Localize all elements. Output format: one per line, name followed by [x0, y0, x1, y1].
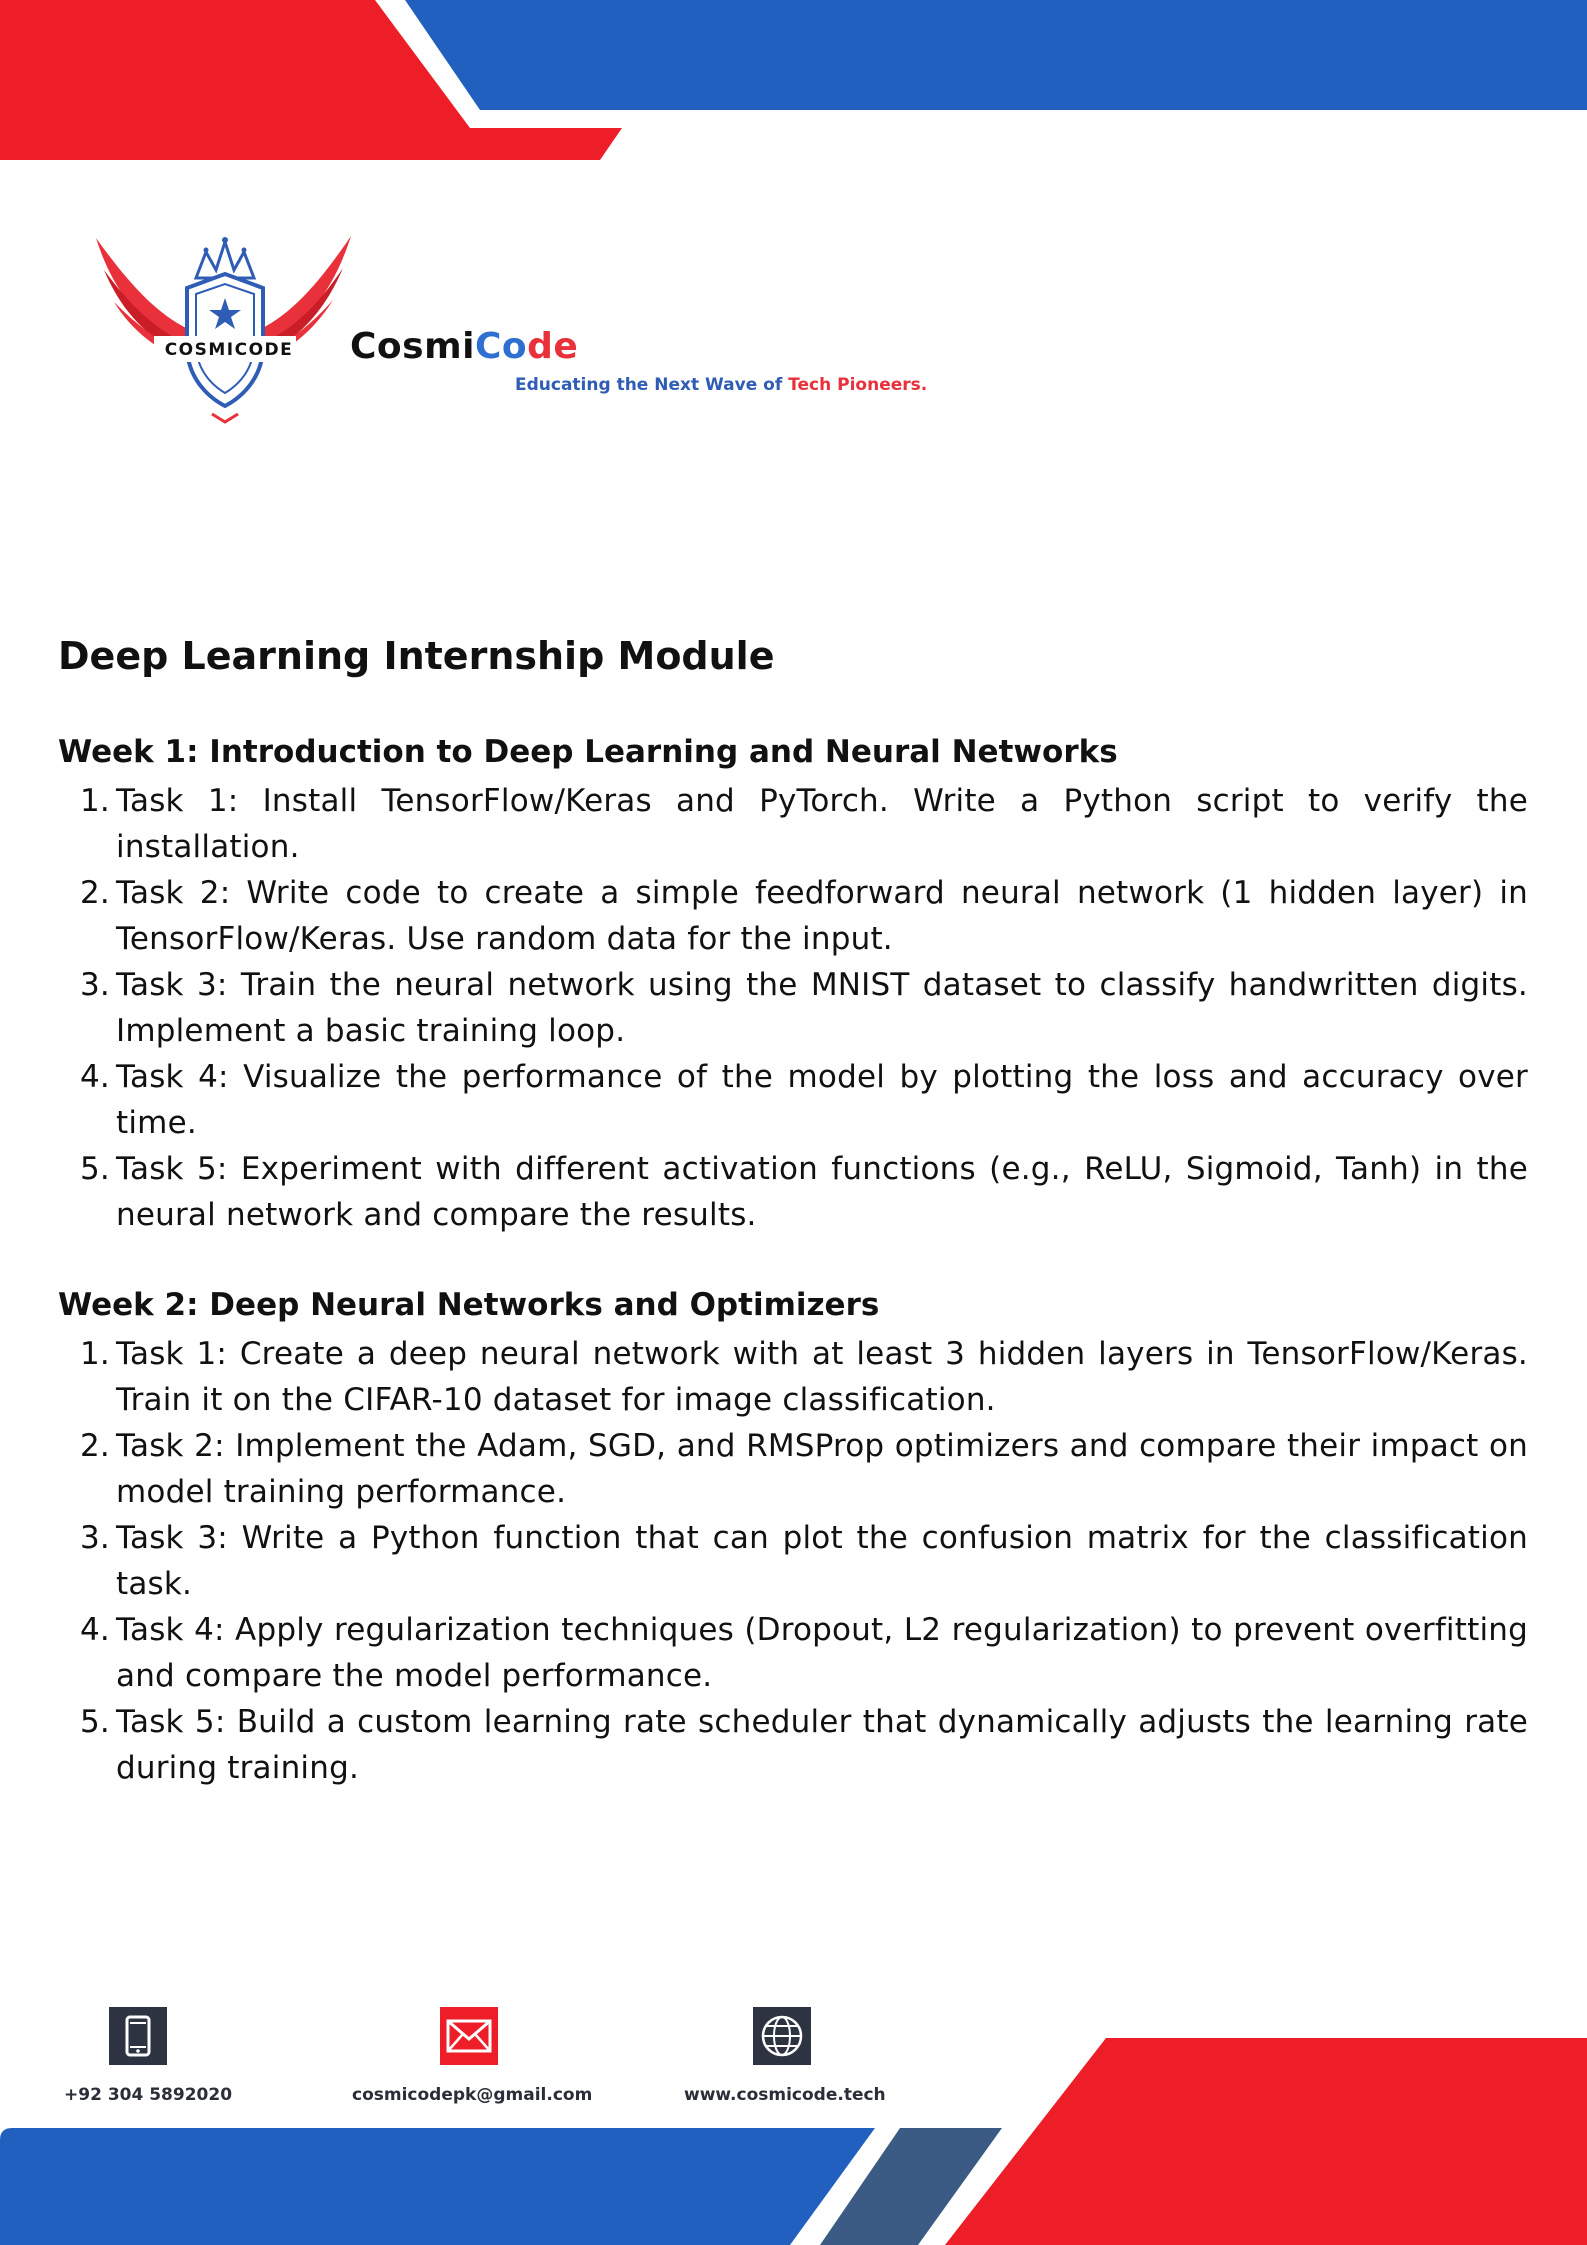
phone-number[interactable]: +92 304 5892020: [64, 2085, 233, 2105]
task-text: Task 1: Install TensorFlow/Keras and PyT…: [116, 783, 1528, 865]
week-2-task-1: 1. Task 1: Create a deep neural network w…: [58, 1331, 1528, 1423]
brand-name-part1: Cosmi: [350, 326, 475, 367]
task-text: Task 2: Write code to create a simple fe…: [116, 875, 1528, 957]
task-number: 5.: [80, 1151, 110, 1187]
globe-icon: [753, 2007, 811, 2065]
brand-name-part3: de: [527, 326, 579, 367]
week-1-title: Week 1: Introduction to Deep Learning an…: [58, 734, 1118, 770]
week-1-task-4: 4. Task 4: Visualize the performance of t…: [58, 1054, 1528, 1146]
bottom-red-band: [945, 2038, 1587, 2245]
task-text: Task 4: Apply regularization techniques …: [116, 1612, 1528, 1694]
week-1-task-3: 3. Task 3: Train the neural network using…: [58, 962, 1528, 1054]
week-2-task-list: 1. Task 1: Create a deep neural network w…: [58, 1331, 1528, 1791]
week-2-task-5: 5. Task 5: Build a custom learning rate s…: [58, 1699, 1528, 1791]
task-text: Task 4: Visualize the performance of the…: [116, 1059, 1528, 1141]
website-link[interactable]: www.cosmicode.tech: [684, 2085, 886, 2105]
task-number: 2.: [80, 1428, 110, 1464]
week-1-task-1: 1. Task 1: Install TensorFlow/Keras and P…: [58, 778, 1528, 870]
task-text: Task 1: Create a deep neural network wit…: [116, 1336, 1528, 1418]
top-blue-band: [405, 0, 1587, 110]
week-1-task-2: 2. Task 2: Write code to create a simple …: [58, 870, 1528, 962]
email-address[interactable]: cosmicodepk@gmail.com: [352, 2085, 593, 2105]
task-text: Task 3: Write a Python function that can…: [116, 1520, 1528, 1602]
bottom-slate-stripe: [820, 2128, 1002, 2245]
task-text: Task 5: Build a custom learning rate sch…: [116, 1704, 1528, 1786]
task-text: Task 2: Implement the Adam, SGD, and RMS…: [116, 1428, 1528, 1510]
week-2-task-3: 3. Task 3: Write a Python function that c…: [58, 1515, 1528, 1607]
task-number: 1.: [80, 783, 110, 819]
task-number: 2.: [80, 875, 110, 911]
tagline-part1: Educating the Next Wave of: [515, 375, 789, 395]
phone-icon: [109, 2007, 167, 2065]
week-1-task-5: 5. Task 5: Experiment with different acti…: [58, 1146, 1528, 1238]
task-number: 4.: [80, 1059, 110, 1095]
task-number: 5.: [80, 1704, 110, 1740]
brand-tagline: Educating the Next Wave of Tech Pioneers…: [515, 375, 927, 395]
mail-icon: [440, 2007, 498, 2065]
week-1-task-list: 1. Task 1: Install TensorFlow/Keras and P…: [58, 778, 1528, 1238]
cosmicode-logo: COSMICODE: [92, 228, 368, 428]
week-2-task-4: 4. Task 4: Apply regularization technique…: [58, 1607, 1528, 1699]
brand-name-part2: Co: [474, 326, 528, 367]
task-number: 4.: [80, 1612, 110, 1648]
week-2-title: Week 2: Deep Neural Networks and Optimiz…: [58, 1287, 880, 1323]
tagline-part2: Tech Pioneers.: [788, 375, 928, 395]
brand-name: CosmiCode: [350, 326, 578, 367]
task-number: 1.: [80, 1336, 110, 1372]
top-red-band: [0, 0, 622, 160]
task-number: 3.: [80, 1520, 110, 1556]
task-text: Task 3: Train the neural network using t…: [116, 967, 1528, 1049]
task-number: 3.: [80, 967, 110, 1003]
logo-text: COSMICODE: [164, 340, 294, 360]
document-title: Deep Learning Internship Module: [58, 634, 775, 678]
task-text: Task 5: Experiment with different activa…: [116, 1151, 1528, 1233]
week-2-task-2: 2. Task 2: Implement the Adam, SGD, and R…: [58, 1423, 1528, 1515]
bottom-blue-band: [0, 2128, 875, 2245]
